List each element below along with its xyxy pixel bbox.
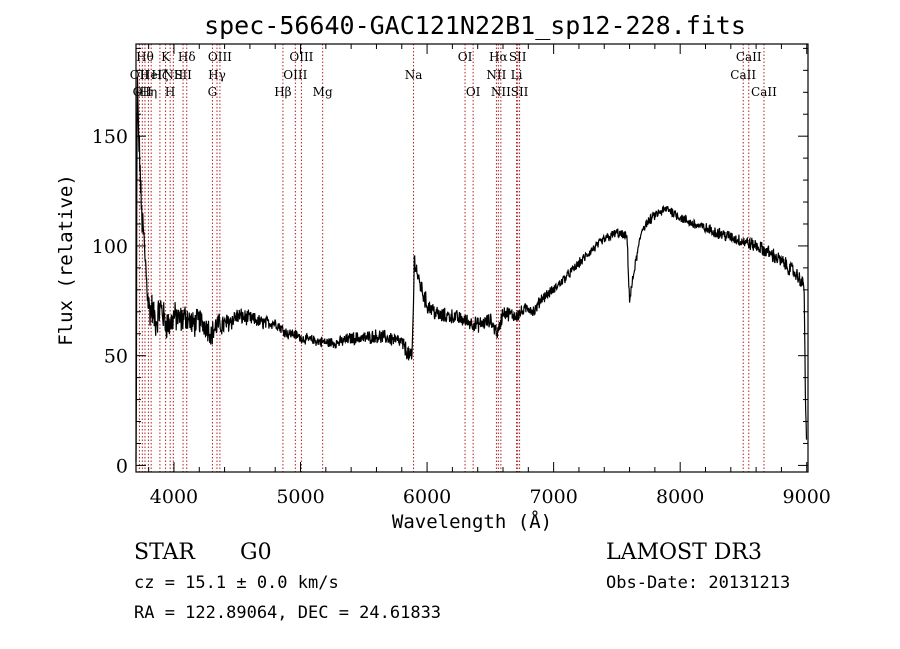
line-marker-label: NII (491, 85, 511, 99)
line-marker-label: Na (405, 68, 423, 82)
axis-ticks: 4000 5000 6000 7000 8000 9000 0 50 100 150 (92, 44, 831, 508)
line-markers (138, 44, 765, 472)
line-marker-label: G (208, 85, 218, 99)
line-marker-label: OIII (283, 68, 307, 82)
line-marker-label: OIII (208, 50, 232, 64)
coordinates-readout: RA = 122.89064, DEC = 24.61833 (134, 603, 442, 623)
line-marker-label: Hζ (151, 68, 168, 82)
plot-frame (135, 43, 809, 473)
line-marker-label: OI (466, 85, 481, 99)
chart-title: spec-56640-GAC121N22B1_sp12-228.fits (204, 11, 746, 40)
line-marker-label: K (161, 50, 171, 64)
spectrum-line (135, 77, 808, 463)
x-tick-label: 7000 (529, 486, 577, 508)
y-axis-label: Flux (relative) (55, 174, 77, 346)
line-marker-label: NII (486, 68, 506, 82)
object-class: STAR (134, 540, 195, 565)
y-tick-label: 50 (104, 346, 128, 368)
line-marker-label: Hη (140, 85, 158, 99)
line-marker-label: HeI (140, 68, 163, 82)
line-marker-label: H (165, 85, 175, 99)
survey-name: LAMOST DR3 (606, 540, 762, 565)
line-marker-label: OIII (289, 50, 313, 64)
y-tick-label: 100 (92, 236, 128, 258)
x-tick-label: 8000 (656, 486, 704, 508)
x-tick-label: 6000 (403, 486, 451, 508)
line-marker-labels: OIIOIIHθHηHeIHζKHNIIHδSIIGHγOIIIHβOIIIOI… (130, 50, 777, 99)
line-marker-label: Hθ (136, 50, 154, 64)
line-marker-label: OII (130, 68, 150, 82)
y-tick-label: 150 (92, 126, 128, 148)
line-marker-label: NII (163, 68, 183, 82)
y-tick-label: 0 (116, 455, 128, 477)
line-marker-label: CaII (730, 68, 756, 82)
redshift-readout: cz = 15.1 ± 0.0 km/s (134, 573, 339, 593)
x-tick-label: 9000 (783, 486, 831, 508)
x-axis-label: Wavelength (Å) (392, 510, 552, 533)
line-marker-label: SII (511, 85, 529, 99)
object-subclass: G0 (240, 540, 272, 565)
line-marker-label: CaII (736, 50, 762, 64)
line-marker-label: OI (458, 50, 473, 64)
line-marker-label: CaII (751, 85, 777, 99)
line-marker-label: Li (511, 68, 523, 82)
x-tick-label: 5000 (276, 486, 324, 508)
line-marker-label: Mg (313, 85, 333, 99)
line-marker-label: SII (509, 50, 527, 64)
line-marker-label: Hδ (178, 50, 196, 64)
line-marker-label: Hγ (208, 68, 226, 82)
x-tick-label: 4000 (150, 486, 198, 508)
line-marker-label: Hα (489, 50, 508, 64)
line-marker-label: Hβ (274, 85, 291, 99)
observation-date: Obs-Date: 20131213 (606, 573, 791, 593)
line-marker-label: SII (174, 68, 192, 82)
